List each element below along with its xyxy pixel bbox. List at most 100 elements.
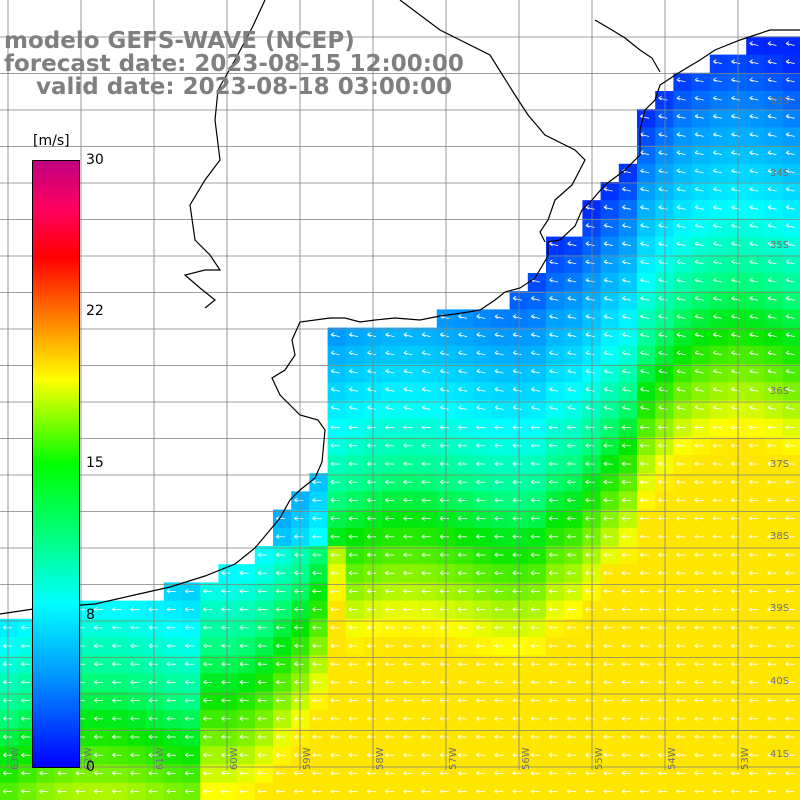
wind-arrow (439, 443, 449, 448)
wind-arrow (694, 405, 704, 410)
wind-cell (564, 254, 583, 274)
wind-arrow (221, 625, 231, 630)
wind-arrow (440, 332, 449, 338)
wind-arrow (457, 497, 468, 503)
wind-cell (382, 400, 401, 420)
wind-cell (691, 364, 711, 383)
wind-arrow (639, 570, 650, 576)
wind-arrow (330, 625, 340, 630)
wind-arrow (421, 425, 431, 430)
wind-cell (782, 400, 800, 420)
wind-cell (527, 364, 547, 383)
wind-arrow (676, 241, 686, 247)
wind-arrow (658, 625, 668, 630)
wind-arrow (658, 661, 668, 667)
wind-cell (673, 200, 693, 219)
wind-arrow (548, 588, 559, 594)
wind-arrow (658, 734, 668, 740)
wind-arrow (713, 150, 722, 156)
wind-arrow (330, 443, 340, 448)
wind-arrow (731, 405, 741, 410)
wind-arrow (730, 734, 741, 740)
wind-cell (782, 618, 800, 638)
wind-cell (673, 254, 693, 274)
wind-cell (709, 91, 729, 110)
wind-cell (764, 400, 784, 420)
wind-arrow (439, 643, 449, 649)
wind-arrow (585, 461, 595, 467)
wind-cell (618, 345, 638, 365)
wind-arrow (567, 332, 577, 338)
wind-arrow (531, 405, 540, 410)
wind-arrow (494, 497, 504, 503)
wind-arrow (730, 497, 741, 503)
wind-arrow (421, 552, 431, 558)
wind-cell (600, 236, 620, 256)
wind-arrow (421, 734, 431, 740)
wind-arrow (421, 625, 431, 630)
wind-cell (764, 218, 784, 238)
wind-cell (782, 509, 800, 529)
wind-arrow (21, 734, 31, 740)
wind-arrow (476, 661, 486, 667)
wind-arrow (275, 734, 286, 740)
wind-arrow (530, 770, 540, 776)
wind-cell (746, 236, 765, 256)
wind-arrow (749, 479, 759, 485)
wind-arrow (585, 295, 595, 301)
wind-cell (782, 36, 800, 56)
wind-arrow (476, 552, 486, 558)
wind-arrow (294, 698, 304, 703)
wind-cell (782, 218, 800, 238)
wind-arrow (330, 789, 340, 794)
wind-cell (746, 309, 765, 329)
wind-arrow (548, 770, 559, 776)
wind-arrow (403, 770, 413, 776)
wind-arrow (275, 588, 286, 594)
wind-arrow (239, 588, 249, 594)
wind-arrow (713, 259, 722, 265)
wind-arrow (785, 516, 795, 521)
wind-arrow (275, 625, 286, 630)
wind-arrow (658, 223, 668, 228)
wind-arrow (712, 425, 722, 430)
wind-arrow (530, 698, 540, 703)
wind-cell (782, 364, 800, 383)
wind-arrow (530, 425, 540, 430)
wind-arrow (457, 552, 468, 558)
wind-arrow (694, 277, 704, 283)
lat-label-40s: 40S (770, 676, 790, 687)
wind-arrow (330, 570, 340, 576)
wind-cell (637, 163, 656, 183)
wind-arrow (694, 204, 704, 210)
wind-arrow (421, 698, 431, 703)
wind-arrow (112, 607, 122, 612)
wind-cell (782, 527, 800, 547)
lon-label-53w: 53W (740, 747, 751, 770)
wind-arrow (603, 716, 613, 721)
wind-arrow (567, 405, 577, 410)
wind-arrow (348, 443, 358, 448)
wind-arrow (676, 95, 686, 101)
wind-arrow (494, 461, 504, 467)
wind-arrow (567, 588, 577, 594)
wind-arrow (239, 734, 249, 740)
wind-arrow (767, 368, 777, 374)
wind-arrow (476, 588, 486, 594)
wind-arrow (548, 516, 559, 521)
wind-arrow (785, 461, 795, 467)
wind-arrow (731, 132, 741, 137)
wind-arrow (713, 77, 722, 83)
wind-cell (345, 382, 365, 401)
wind-cell (728, 364, 747, 383)
wind-cell (546, 291, 565, 310)
wind-arrow (548, 789, 559, 794)
wind-arrow (330, 479, 340, 485)
wind-arrow (785, 314, 795, 319)
wind-arrow (476, 716, 486, 721)
wind-arrow (622, 241, 631, 247)
wind-arrow (567, 259, 577, 265)
wind-arrow (603, 607, 613, 612)
wind-arrow (749, 59, 759, 65)
wind-arrow (658, 643, 668, 649)
